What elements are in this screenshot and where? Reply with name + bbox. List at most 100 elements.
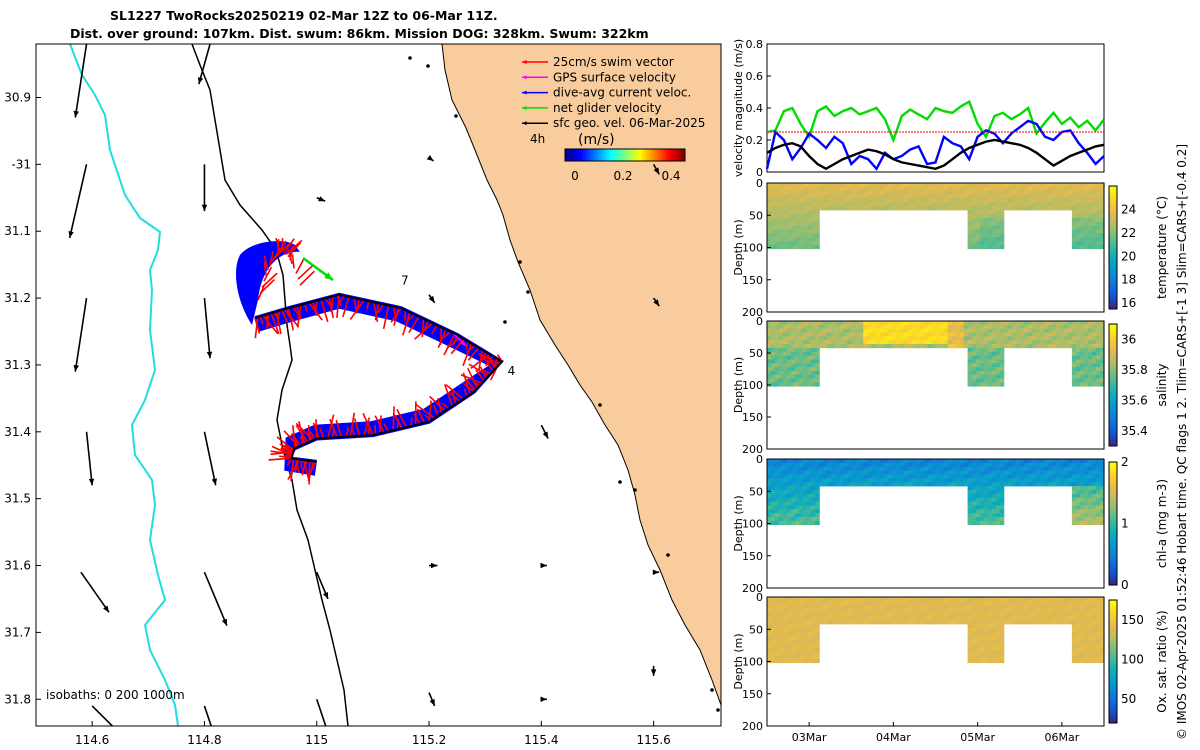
section-cell <box>771 233 776 238</box>
section-cell <box>815 486 820 491</box>
section-cell <box>983 462 989 468</box>
section-cell <box>1071 355 1077 360</box>
section-cell <box>875 466 880 471</box>
section-cell <box>875 474 880 479</box>
section-cell <box>915 202 921 207</box>
section-cell <box>1023 190 1029 195</box>
section-cell <box>791 520 796 526</box>
section-cell <box>935 470 941 475</box>
section-cell <box>979 344 985 349</box>
colorbar-cell <box>1109 529 1117 534</box>
section-cell <box>783 378 788 383</box>
section-cell <box>999 351 1005 356</box>
colorbar-cell <box>1109 716 1117 721</box>
section-cell <box>771 213 776 219</box>
section-cell <box>991 658 997 664</box>
section-cell <box>795 608 800 613</box>
section-cell <box>911 600 917 606</box>
section-cell <box>979 505 985 510</box>
colorbar-cell <box>583 149 586 161</box>
geo-vector <box>652 163 660 175</box>
section-cell <box>1095 608 1101 613</box>
section-cell <box>1027 340 1033 345</box>
colorbar-cell <box>1109 679 1117 684</box>
swim-vector <box>295 305 302 320</box>
section-cell <box>919 600 925 606</box>
section-cell <box>787 347 792 353</box>
section-cell <box>831 608 836 613</box>
section-cell <box>1087 190 1093 195</box>
section-cell <box>767 378 772 383</box>
section-cell <box>1075 194 1081 199</box>
section-cell <box>887 328 892 333</box>
section-cell <box>1043 600 1049 606</box>
section-cell <box>811 241 816 246</box>
section-cell <box>1083 340 1089 345</box>
section-cell <box>771 221 776 226</box>
section-cell <box>811 462 816 468</box>
section-cell <box>935 459 941 464</box>
colorbar-cell <box>1109 646 1117 650</box>
section-cell <box>943 198 949 203</box>
section-cell <box>951 616 957 621</box>
section-cell <box>1043 183 1049 188</box>
section-cell <box>831 478 836 483</box>
section-cell <box>1075 635 1081 640</box>
section-cell <box>843 183 848 188</box>
section-cell <box>791 658 796 664</box>
section-cell <box>899 332 905 337</box>
section-cell <box>843 482 848 487</box>
section-cell <box>979 597 985 602</box>
section-cell <box>1075 647 1081 652</box>
section-cell <box>943 620 949 625</box>
section-cell <box>843 462 848 468</box>
section-cell <box>875 340 880 345</box>
section-cell <box>995 517 1001 522</box>
section-cell <box>815 370 820 376</box>
section-cell <box>955 459 961 464</box>
section-cell <box>871 466 876 471</box>
section-cell <box>951 194 957 199</box>
section-cell <box>1091 233 1097 238</box>
section-cell <box>1047 478 1053 483</box>
section-cell <box>783 616 788 621</box>
section-cell <box>1075 497 1081 502</box>
section-cell <box>1067 321 1073 326</box>
section-cell <box>995 363 1001 368</box>
section-cell <box>863 186 868 192</box>
colorbar-cell <box>1109 514 1117 518</box>
section-cell <box>1087 183 1093 188</box>
colorbar-cell <box>1109 375 1117 380</box>
section-cell <box>871 597 876 602</box>
map-x-tick-label: 114.6 <box>75 733 109 747</box>
section-cell <box>871 206 876 211</box>
section-cell <box>1087 620 1093 625</box>
section-cell <box>1079 597 1085 602</box>
section-cell <box>1011 604 1017 609</box>
section-cell <box>1087 520 1093 526</box>
section-cell <box>1087 382 1093 387</box>
section-cell <box>975 600 981 606</box>
section-cell <box>987 351 993 356</box>
section-cell <box>819 620 824 625</box>
section-cell <box>811 635 816 640</box>
section-cell <box>979 620 985 625</box>
section-cell <box>779 643 784 648</box>
section-cell <box>879 328 884 333</box>
section-cell <box>1023 202 1029 207</box>
section-cell <box>843 474 848 479</box>
section-cell <box>787 194 792 199</box>
section-cell <box>771 462 776 468</box>
swim-vector <box>436 398 443 414</box>
section-cell <box>995 244 1001 250</box>
section-cell <box>975 186 981 192</box>
section-cell <box>995 194 1001 199</box>
section-cell <box>1055 597 1061 602</box>
section-cell <box>1075 370 1081 376</box>
section-cell <box>935 206 941 211</box>
section-cell <box>775 459 780 464</box>
section-y-label: Depth (m) <box>732 357 745 413</box>
section-cell <box>879 206 884 211</box>
section-cell <box>779 225 784 230</box>
section-cell <box>1075 340 1081 345</box>
